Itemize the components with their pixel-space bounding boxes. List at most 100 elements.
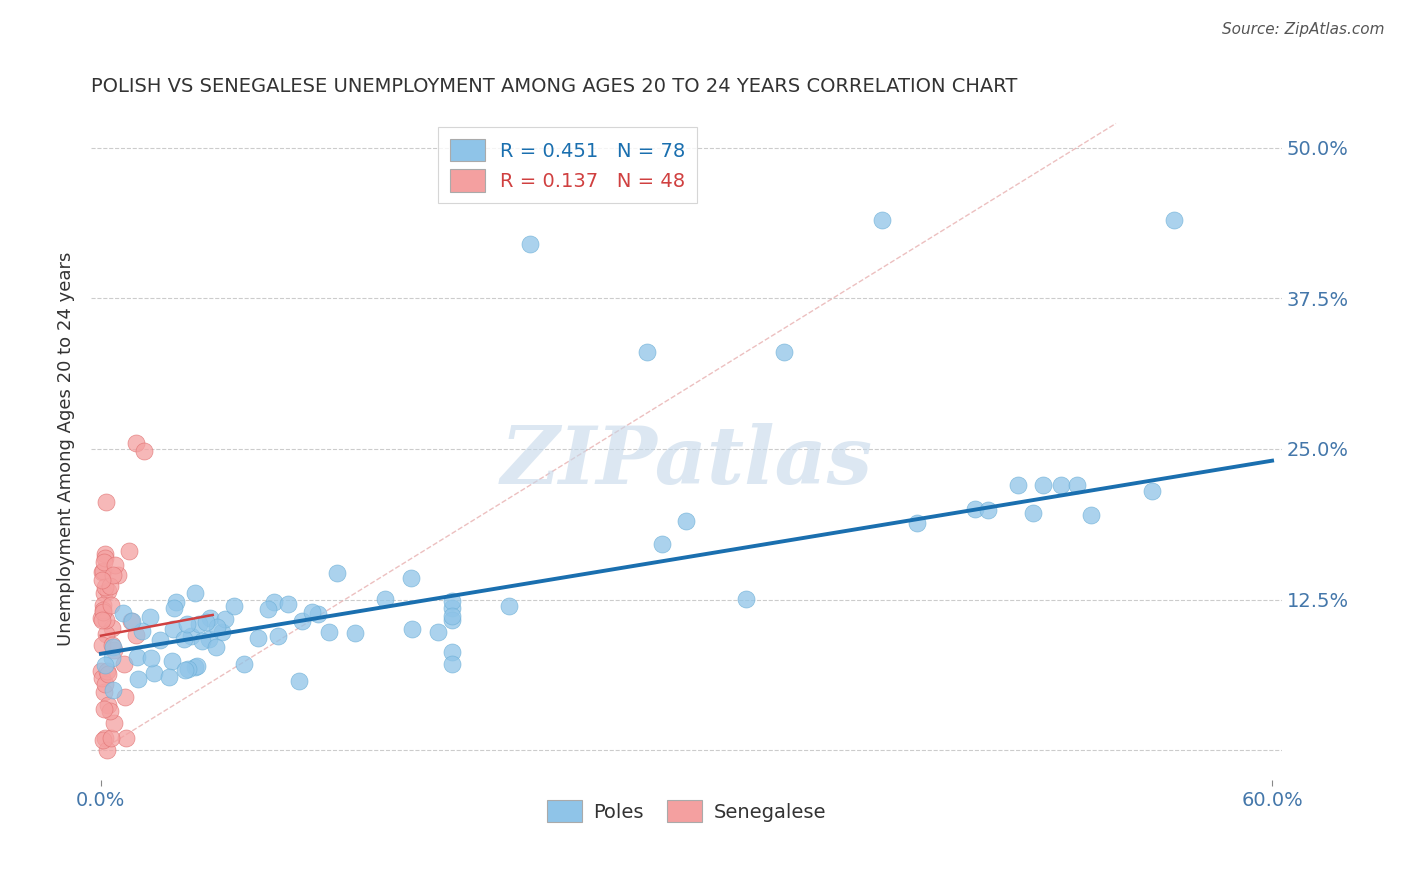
Point (90, 611, 112, 625)
Point (114, 657, 136, 672)
Point (100, 651, 122, 665)
Point (1050, 478, 1073, 492)
Point (127, 672, 149, 686)
Point (441, 645, 464, 659)
Point (93, 556, 115, 570)
Point (211, 624, 233, 639)
Point (233, 657, 256, 671)
Point (97, 698, 120, 712)
Point (94, 731, 117, 745)
Point (160, 654, 183, 668)
Point (94, 676, 117, 690)
Point (188, 616, 211, 631)
Point (963, 502, 986, 516)
Point (141, 651, 163, 665)
Point (97, 667, 120, 681)
Point (114, 690, 136, 704)
Point (1007, 478, 1029, 492)
Point (90, 614, 112, 628)
Point (177, 662, 200, 676)
Text: ZIPatlas: ZIPatlas (501, 424, 873, 501)
Point (91, 564, 114, 578)
Point (94, 551, 117, 566)
Point (401, 622, 423, 636)
Point (91, 603, 114, 617)
Point (291, 614, 314, 628)
Point (222, 599, 245, 614)
Point (205, 620, 228, 634)
Point (96, 627, 118, 641)
Point (1066, 478, 1088, 492)
Point (103, 640, 125, 654)
Point (267, 629, 290, 643)
Point (977, 503, 1000, 517)
Point (374, 591, 396, 606)
Point (195, 615, 218, 630)
Point (118, 544, 141, 558)
Point (176, 616, 198, 631)
Point (91, 733, 114, 747)
Point (344, 626, 367, 640)
Point (165, 595, 187, 609)
Point (734, 591, 756, 606)
Point (93, 685, 115, 699)
Point (870, 213, 893, 227)
Point (427, 625, 450, 640)
Point (121, 614, 143, 628)
Point (107, 568, 129, 582)
Point (1021, 506, 1043, 520)
Text: Source: ZipAtlas.com: Source: ZipAtlas.com (1222, 22, 1385, 37)
Point (1080, 508, 1102, 522)
Point (301, 605, 323, 619)
Point (205, 640, 228, 654)
Point (100, 731, 122, 746)
Point (93, 580, 115, 594)
Point (162, 622, 184, 636)
Point (263, 595, 285, 609)
Point (441, 608, 464, 623)
Point (307, 607, 329, 622)
Point (94, 495, 117, 509)
Point (277, 598, 299, 612)
Point (98, 704, 121, 718)
Text: POLISH VS SENEGALESE UNEMPLOYMENT AMONG AGES 20 TO 24 YEARS CORRELATION CHART: POLISH VS SENEGALESE UNEMPLOYMENT AMONG … (91, 78, 1018, 96)
Point (91, 671, 114, 685)
Point (191, 634, 214, 648)
Y-axis label: Unemployment Among Ages 20 to 24 years: Unemployment Among Ages 20 to 24 years (58, 252, 75, 646)
Point (93, 605, 115, 619)
Point (180, 629, 202, 643)
Point (441, 657, 464, 672)
Point (101, 682, 124, 697)
Point (97, 584, 120, 599)
Point (96, 664, 118, 678)
Point (90, 565, 112, 579)
Point (101, 638, 124, 652)
Point (91, 573, 114, 587)
Legend: Poles, Senegalese: Poles, Senegalese (538, 792, 834, 830)
Point (198, 610, 221, 624)
Point (94, 547, 117, 561)
Point (288, 673, 311, 688)
Point (773, 345, 796, 359)
Point (636, 345, 658, 359)
Point (115, 731, 138, 745)
Point (326, 566, 349, 580)
Point (98, 579, 121, 593)
Point (91, 638, 114, 652)
Point (163, 601, 186, 615)
Point (103, 558, 125, 572)
Point (143, 665, 166, 680)
Point (132, 444, 155, 458)
Point (91, 599, 114, 613)
Point (101, 567, 124, 582)
Point (905, 516, 928, 530)
Point (112, 607, 135, 621)
Point (498, 599, 520, 614)
Point (93, 585, 115, 599)
Point (173, 632, 195, 647)
Point (120, 615, 142, 629)
Point (441, 593, 464, 607)
Point (100, 598, 122, 612)
Point (441, 600, 464, 615)
Point (138, 609, 160, 624)
